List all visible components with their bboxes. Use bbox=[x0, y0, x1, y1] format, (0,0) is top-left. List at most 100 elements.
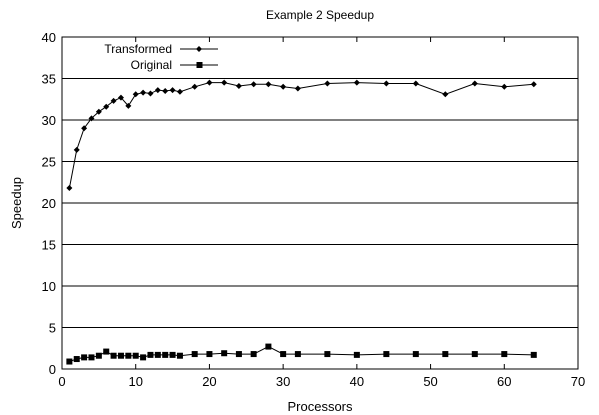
y-tick-label: 25 bbox=[42, 155, 56, 170]
data-point-original bbox=[530, 351, 537, 358]
data-point-original bbox=[412, 351, 419, 358]
data-point-original bbox=[191, 351, 198, 358]
legend: Transformed Original bbox=[104, 42, 218, 72]
data-point-transformed bbox=[383, 80, 390, 87]
data-point-original bbox=[147, 351, 154, 358]
y-tick-label: 20 bbox=[42, 196, 56, 211]
data-point-transformed bbox=[73, 146, 80, 153]
data-point-original bbox=[73, 356, 80, 363]
data-point-transformed bbox=[154, 87, 161, 94]
data-point-original bbox=[324, 351, 331, 358]
y-tick-label: 35 bbox=[42, 72, 56, 87]
data-point-original bbox=[162, 351, 169, 358]
y-tick-labels: 0 5 10 15 20 25 30 35 40 bbox=[42, 30, 56, 377]
data-point-transformed bbox=[250, 81, 257, 88]
data-point-original bbox=[442, 351, 449, 358]
y-tick-label: 10 bbox=[42, 279, 56, 294]
data-point-transformed bbox=[412, 80, 419, 87]
data-point-transformed bbox=[501, 83, 508, 90]
data-point-original bbox=[294, 351, 301, 358]
data-point-transformed bbox=[162, 87, 169, 94]
data-point-original bbox=[250, 351, 257, 358]
data-point-original bbox=[81, 354, 88, 361]
data-point-transformed bbox=[117, 94, 124, 101]
data-point-original bbox=[132, 352, 139, 359]
data-point-transformed bbox=[140, 89, 147, 96]
data-point-original bbox=[353, 351, 360, 358]
data-point-transformed bbox=[471, 80, 478, 87]
legend-entry-original: Original bbox=[131, 58, 218, 72]
data-point-original bbox=[117, 352, 124, 359]
data-point-original bbox=[66, 358, 73, 365]
data-point-original bbox=[95, 352, 102, 359]
data-point-original bbox=[206, 351, 213, 358]
data-point-original bbox=[221, 350, 228, 357]
x-axis-label: Processors bbox=[287, 399, 353, 414]
x-tick-label: 50 bbox=[423, 374, 437, 389]
series-layer bbox=[66, 79, 537, 365]
series-line-original bbox=[69, 346, 534, 362]
data-point-transformed bbox=[169, 87, 176, 94]
data-point-transformed bbox=[442, 91, 449, 98]
x-tick-labels: 0 10 20 30 40 50 60 70 bbox=[58, 374, 585, 389]
grid-lines bbox=[62, 78, 578, 328]
data-point-original bbox=[125, 352, 132, 359]
y-tick-label: 15 bbox=[42, 238, 56, 253]
plot-frame bbox=[61, 36, 579, 370]
data-point-transformed bbox=[294, 85, 301, 92]
data-point-transformed bbox=[81, 125, 88, 132]
data-point-transformed bbox=[235, 82, 242, 89]
legend-label-original: Original bbox=[131, 58, 172, 72]
data-point-transformed bbox=[66, 185, 73, 192]
legend-marker-transformed bbox=[196, 46, 202, 52]
data-point-original bbox=[169, 351, 176, 358]
x-tick-label: 70 bbox=[571, 374, 585, 389]
x-tick-label: 40 bbox=[350, 374, 364, 389]
data-point-original bbox=[110, 352, 117, 359]
data-point-transformed bbox=[221, 79, 228, 86]
data-point-original bbox=[383, 351, 390, 358]
legend-marker-original bbox=[196, 62, 203, 68]
data-point-original bbox=[471, 351, 478, 358]
series-original bbox=[66, 343, 537, 365]
data-point-transformed bbox=[280, 83, 287, 90]
data-point-transformed bbox=[206, 79, 213, 86]
data-point-transformed bbox=[324, 80, 331, 87]
data-point-original bbox=[235, 351, 242, 358]
x-tick-label: 20 bbox=[202, 374, 216, 389]
data-point-transformed bbox=[88, 115, 95, 122]
data-point-transformed bbox=[125, 102, 132, 109]
x-tick-label: 10 bbox=[128, 374, 142, 389]
data-point-transformed bbox=[132, 91, 139, 98]
axis-ticks bbox=[61, 37, 579, 369]
data-point-transformed bbox=[530, 81, 537, 88]
data-point-original bbox=[501, 351, 508, 358]
data-point-transformed bbox=[147, 90, 154, 97]
series-line-transformed bbox=[68, 82, 534, 189]
data-point-transformed bbox=[353, 79, 360, 86]
x-tick-label: 0 bbox=[58, 374, 65, 389]
legend-label-transformed: Transformed bbox=[104, 42, 172, 56]
x-tick-label: 30 bbox=[276, 374, 290, 389]
y-tick-label: 5 bbox=[49, 321, 56, 336]
data-point-original bbox=[280, 351, 287, 358]
data-point-original bbox=[103, 348, 110, 355]
data-point-original bbox=[265, 343, 272, 350]
y-axis-label: Speedup bbox=[9, 177, 24, 229]
series-transformed bbox=[66, 79, 537, 192]
data-point-original bbox=[88, 354, 95, 361]
data-point-transformed bbox=[103, 103, 110, 110]
data-point-transformed bbox=[110, 97, 117, 104]
chart-title: Example 2 Speedup bbox=[266, 8, 374, 22]
x-tick-label: 60 bbox=[497, 374, 511, 389]
data-point-transformed bbox=[265, 81, 272, 88]
data-point-original bbox=[176, 352, 183, 359]
data-point-original bbox=[154, 351, 161, 358]
legend-entry-transformed: Transformed bbox=[104, 42, 218, 56]
data-point-transformed bbox=[176, 88, 183, 95]
data-point-original bbox=[140, 354, 147, 361]
y-tick-label: 0 bbox=[49, 362, 56, 377]
data-point-transformed bbox=[191, 83, 198, 90]
y-tick-label: 40 bbox=[42, 30, 56, 45]
